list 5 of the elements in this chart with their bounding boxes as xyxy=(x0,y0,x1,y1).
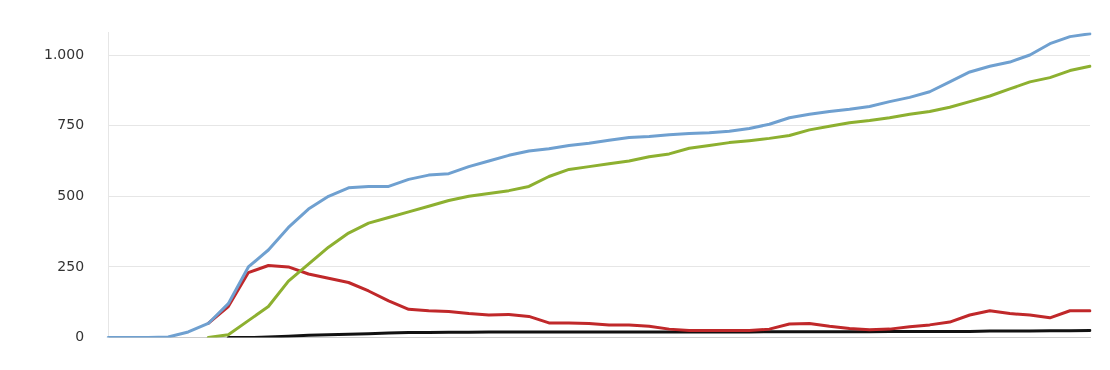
y-tick-label: 750 xyxy=(57,116,85,133)
y-tick-label: 1.000 xyxy=(43,45,85,62)
y-tick-label: 250 xyxy=(57,257,85,274)
y-tick-label: 0 xyxy=(75,328,85,345)
y-tick-label: 500 xyxy=(57,186,85,203)
